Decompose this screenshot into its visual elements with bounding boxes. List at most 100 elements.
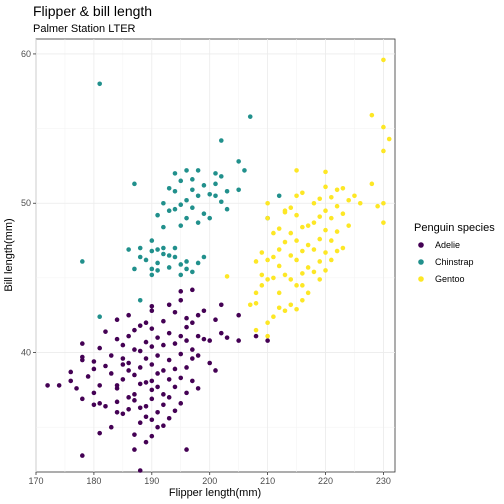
point-adelie [137,348,143,354]
x-axis-ticks: 170 180 190 200 210 220 230 [28,472,391,486]
point-gentoo [271,230,276,236]
point-gentoo [259,283,265,288]
point-adelie [120,356,126,361]
point-adelie [190,287,195,293]
point-chinstrap [155,247,160,252]
point-gentoo [247,302,253,308]
point-chinstrap [178,272,184,278]
point-adelie [137,405,143,411]
point-chinstrap [184,197,189,203]
point-adelie [132,432,137,437]
chart-subtitle: Palmer Station LTER [33,23,136,35]
point-gentoo [276,290,282,296]
point-gentoo [357,200,363,206]
point-adelie [80,453,85,458]
point-adelie [80,354,85,360]
point-gentoo [381,220,386,225]
point-adelie [218,330,224,336]
point-gentoo [259,272,265,278]
point-gentoo [271,275,276,281]
point-gentoo [282,272,288,278]
point-chinstrap [161,251,166,257]
x-tick-label: 220 [318,476,333,486]
point-adelie [114,383,120,388]
point-adelie [103,329,108,334]
point-chinstrap [137,297,143,303]
x-tick-label: 230 [376,476,391,486]
point-adelie [97,430,102,436]
legend-key-chinstrap [418,259,424,265]
point-gentoo [311,269,317,275]
point-adelie [178,333,184,339]
point-gentoo [340,186,346,191]
point-chinstrap [155,212,160,218]
y-tick-label: 60 [21,49,31,59]
point-adelie [143,339,149,345]
point-gentoo [329,238,334,243]
point-adelie [195,353,201,358]
point-gentoo [282,239,288,245]
point-chinstrap [155,268,160,273]
point-chinstrap [97,81,102,87]
point-adelie [161,402,166,408]
point-adelie [149,362,155,367]
point-chinstrap [172,171,178,176]
legend-title: Penguin species [414,222,495,234]
point-gentoo [305,242,311,248]
point-adelie [172,341,178,346]
point-adelie [45,383,50,388]
point-chinstrap [236,187,241,193]
point-gentoo [323,184,328,190]
point-chinstrap [166,208,172,214]
y-tick-label: 50 [21,198,31,208]
point-chinstrap [126,247,131,252]
point-adelie [236,312,241,318]
point-adelie [126,368,131,373]
legend-key-gentoo [418,276,424,282]
point-adelie [132,447,137,452]
point-gentoo [276,226,282,231]
point-adelie [120,362,126,367]
point-chinstrap [132,266,137,272]
point-chinstrap [97,314,102,320]
point-adelie [184,324,189,330]
point-adelie [166,302,172,308]
point-gentoo [300,248,305,254]
point-adelie [80,341,85,346]
point-gentoo [369,112,375,118]
point-adelie [132,392,137,397]
point-chinstrap [149,248,155,254]
point-adelie [161,368,166,373]
legend-key-adelie [418,242,424,248]
point-adelie [68,378,74,384]
point-adelie [132,398,137,403]
point-adelie [190,320,195,325]
point-adelie [190,347,195,352]
point-adelie [184,390,189,396]
point-chinstrap [201,211,207,216]
point-adelie [126,312,131,318]
point-gentoo [340,211,346,216]
point-adelie [166,377,172,382]
point-chinstrap [242,168,247,173]
point-adelie [91,359,97,364]
point-adelie [126,406,131,412]
point-adelie [114,409,120,415]
point-adelie [184,365,189,370]
point-adelie [190,378,195,384]
point-chinstrap [161,245,166,251]
point-gentoo [381,57,386,63]
point-adelie [195,333,201,339]
point-gentoo [317,214,323,219]
point-gentoo [282,209,288,215]
point-chinstrap [149,266,155,272]
point-gentoo [300,283,305,288]
point-chinstrap [207,215,213,221]
data-points [45,57,392,473]
point-adelie [149,387,155,393]
point-gentoo [305,265,311,270]
point-adelie [213,368,218,373]
point-adelie [108,424,114,430]
point-adelie [172,384,178,390]
